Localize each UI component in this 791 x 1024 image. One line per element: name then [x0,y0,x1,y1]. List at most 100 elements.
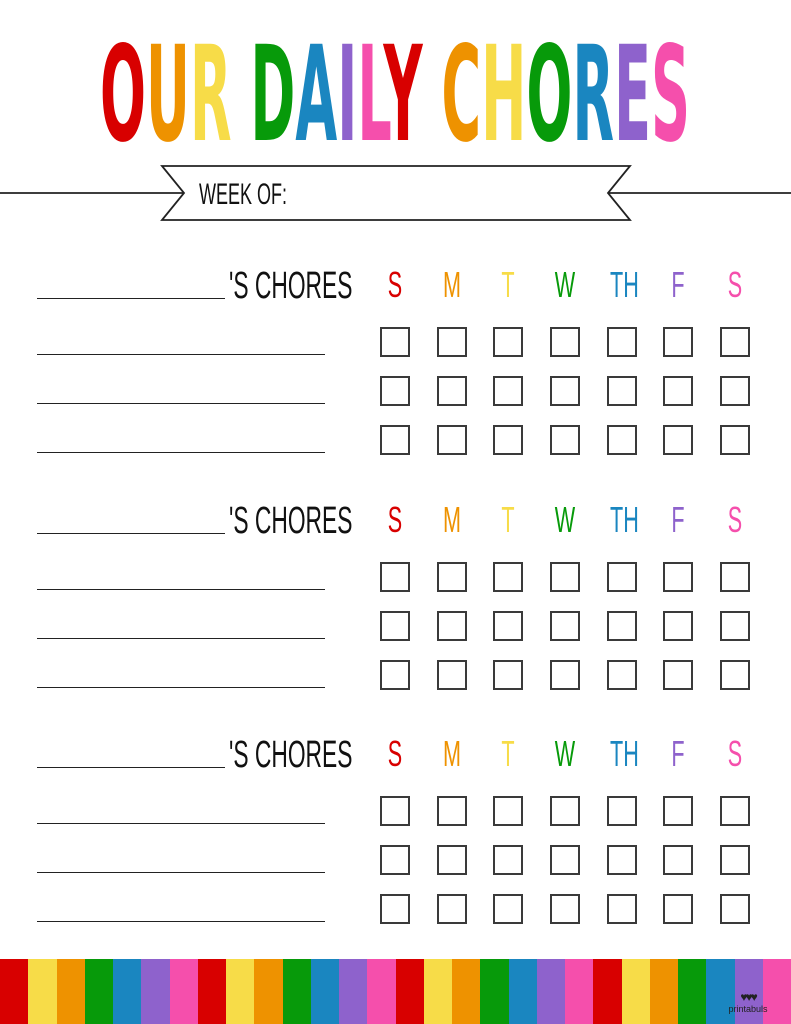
checkbox-s[interactable] [380,796,410,826]
checkbox-w[interactable] [550,610,580,641]
stripe-purple [734,959,763,1024]
child-name-line[interactable] [37,532,225,534]
rainbow-footer [0,959,791,1024]
day-header-s: S [727,498,743,540]
checkbox-th[interactable] [607,327,637,357]
checkbox-f[interactable] [663,894,693,924]
checkbox-m[interactable] [437,845,467,875]
banner-ribbon [160,165,632,221]
checkbox-m[interactable] [437,425,467,455]
checkbox-w[interactable] [550,376,580,406]
checkbox-s[interactable] [720,659,750,690]
chore-line[interactable] [37,403,325,404]
checkbox-s[interactable] [380,327,410,357]
checkbox-s[interactable] [720,376,750,406]
checkbox-w[interactable] [550,561,580,592]
checkbox-w[interactable] [550,659,580,690]
child-name-line[interactable] [37,767,225,768]
checkbox-t[interactable] [493,327,523,357]
checkbox-f[interactable] [663,610,693,641]
checkbox-s[interactable] [720,610,750,641]
stripe-pink [367,959,396,1024]
checkbox-s[interactable] [720,425,750,455]
title-letter: O [100,28,146,158]
checkbox-th[interactable] [607,425,637,455]
chore-line[interactable] [37,872,325,873]
chore-line[interactable] [37,921,325,922]
checkbox-f[interactable] [663,376,693,406]
checkbox-s[interactable] [380,425,410,455]
chore-line[interactable] [37,452,325,453]
chores-label: 'S CHORES [229,265,353,307]
checkbox-f[interactable] [663,327,693,357]
checkbox-th[interactable] [607,376,637,406]
checkbox-s[interactable] [380,561,410,592]
checkbox-t[interactable] [493,845,523,875]
checkbox-t[interactable] [493,659,523,690]
checkbox-m[interactable] [437,561,467,592]
title-letter: S [651,28,690,158]
checkbox-w[interactable] [550,894,580,924]
day-header-t: T [501,264,515,305]
stripe-blue [508,959,537,1024]
checkbox-th[interactable] [607,610,637,641]
checkbox-s[interactable] [720,561,750,592]
stripe-orange [56,959,85,1024]
checkbox-t[interactable] [493,376,523,406]
checkbox-m[interactable] [437,796,467,826]
checkbox-f[interactable] [663,425,693,455]
title-letter: R [190,28,232,158]
checkbox-th[interactable] [607,659,637,690]
checkbox-s[interactable] [720,845,750,875]
checkbox-s[interactable] [720,894,750,924]
title-letter: U [146,28,190,158]
checkbox-w[interactable] [550,425,580,455]
child-name-line[interactable] [37,298,225,299]
chore-line[interactable] [37,637,325,639]
checkbox-th[interactable] [607,845,637,875]
checkbox-t[interactable] [493,796,523,826]
checkbox-m[interactable] [437,659,467,690]
checkbox-t[interactable] [493,425,523,455]
checkbox-s[interactable] [380,376,410,406]
title-letter: D [250,28,295,158]
checkbox-s[interactable] [720,796,750,826]
stripe-purple [339,959,368,1024]
checkbox-t[interactable] [493,610,523,641]
checkbox-w[interactable] [550,845,580,875]
chore-line[interactable] [37,354,325,355]
checkbox-t[interactable] [493,894,523,924]
day-header-f: F [671,733,685,774]
checkbox-f[interactable] [663,845,693,875]
checkbox-t[interactable] [493,561,523,592]
stripe-green [678,959,707,1024]
chore-line[interactable] [37,823,325,824]
checkbox-m[interactable] [437,327,467,357]
checkbox-s[interactable] [720,327,750,357]
checkbox-w[interactable] [550,796,580,826]
checkbox-f[interactable] [663,796,693,826]
logo-text: printabuls [728,1004,768,1014]
checkbox-th[interactable] [607,894,637,924]
chore-line[interactable] [37,686,325,688]
checkbox-m[interactable] [437,610,467,641]
checkbox-s[interactable] [380,610,410,641]
checkbox-w[interactable] [550,327,580,357]
day-header-th: TH [610,498,639,540]
checkbox-th[interactable] [607,796,637,826]
checkbox-s[interactable] [380,659,410,690]
checkbox-m[interactable] [437,376,467,406]
checkbox-m[interactable] [437,894,467,924]
stripe-red [395,959,424,1024]
day-header-w: W [554,733,576,774]
chore-line[interactable] [37,588,325,590]
checkbox-f[interactable] [663,659,693,690]
title-letter: A [295,28,337,158]
checkbox-th[interactable] [607,561,637,592]
checkbox-s[interactable] [380,894,410,924]
stripe-blue [113,959,142,1024]
stripe-red [0,959,29,1024]
checkbox-f[interactable] [663,561,693,592]
checkbox-s[interactable] [380,845,410,875]
stripe-purple [536,959,565,1024]
